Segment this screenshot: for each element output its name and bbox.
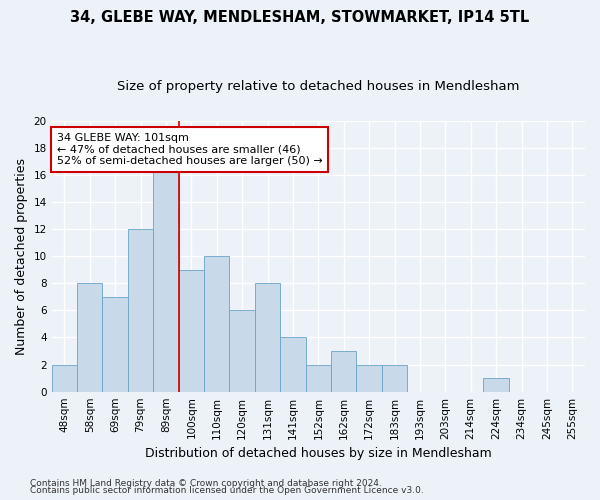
Bar xyxy=(331,351,356,392)
Bar xyxy=(103,297,128,392)
Text: Contains public sector information licensed under the Open Government Licence v3: Contains public sector information licen… xyxy=(30,486,424,495)
Bar xyxy=(128,229,153,392)
Bar xyxy=(484,378,509,392)
Bar xyxy=(382,364,407,392)
Bar xyxy=(153,148,179,392)
Bar xyxy=(77,283,103,392)
Bar xyxy=(179,270,204,392)
Y-axis label: Number of detached properties: Number of detached properties xyxy=(15,158,28,354)
Text: Contains HM Land Registry data © Crown copyright and database right 2024.: Contains HM Land Registry data © Crown c… xyxy=(30,478,382,488)
Bar xyxy=(356,364,382,392)
Bar xyxy=(204,256,229,392)
Text: 34, GLEBE WAY, MENDLESHAM, STOWMARKET, IP14 5TL: 34, GLEBE WAY, MENDLESHAM, STOWMARKET, I… xyxy=(70,10,530,25)
Bar xyxy=(229,310,255,392)
Bar xyxy=(255,283,280,392)
Text: 34 GLEBE WAY: 101sqm
← 47% of detached houses are smaller (46)
52% of semi-detac: 34 GLEBE WAY: 101sqm ← 47% of detached h… xyxy=(57,133,323,166)
Bar xyxy=(280,338,305,392)
Bar xyxy=(305,364,331,392)
Bar xyxy=(52,364,77,392)
X-axis label: Distribution of detached houses by size in Mendlesham: Distribution of detached houses by size … xyxy=(145,447,492,460)
Title: Size of property relative to detached houses in Mendlesham: Size of property relative to detached ho… xyxy=(117,80,520,93)
